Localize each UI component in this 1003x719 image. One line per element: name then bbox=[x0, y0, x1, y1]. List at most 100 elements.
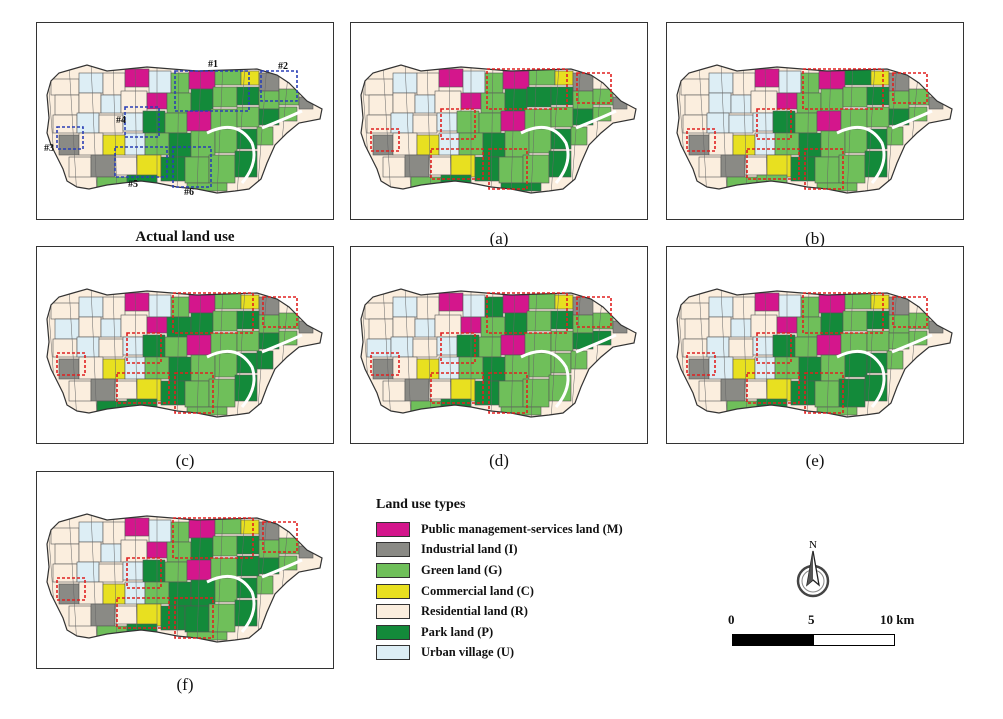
land-parcel bbox=[528, 128, 552, 154]
land-parcel bbox=[50, 78, 80, 96]
land-parcel bbox=[90, 154, 116, 178]
legend-swatch bbox=[376, 562, 410, 578]
land-parcel bbox=[256, 350, 274, 370]
land-parcel bbox=[462, 294, 486, 318]
land-parcel bbox=[478, 336, 502, 358]
highlight-box bbox=[430, 372, 484, 404]
land-parcel bbox=[190, 579, 216, 607]
land-parcel bbox=[438, 292, 464, 312]
legend: Land use types Public management-service… bbox=[376, 497, 656, 663]
land-parcel bbox=[550, 330, 574, 352]
land-parcel bbox=[392, 92, 416, 114]
land-parcel bbox=[126, 623, 158, 635]
land-parcel bbox=[502, 294, 530, 314]
land-parcel bbox=[794, 336, 818, 358]
land-parcel bbox=[438, 132, 460, 156]
land-parcel bbox=[550, 310, 574, 330]
land-parcel bbox=[188, 519, 216, 539]
map-panel-a bbox=[350, 22, 648, 220]
land-parcel bbox=[168, 132, 192, 158]
land-parcel bbox=[78, 296, 104, 318]
land-parcel bbox=[278, 88, 300, 106]
panel-caption: (c) bbox=[175, 451, 195, 470]
highlight-box bbox=[174, 372, 214, 414]
land-parcel bbox=[498, 380, 524, 408]
land-parcel bbox=[550, 106, 574, 128]
highlight-box bbox=[488, 372, 528, 414]
land-parcel bbox=[256, 126, 274, 146]
land-parcel bbox=[124, 68, 150, 88]
land-parcel bbox=[416, 134, 440, 156]
land-parcel bbox=[482, 132, 506, 158]
land-use-map: #1 #2 #3 #4 #5 #6 bbox=[44, 59, 323, 198]
map-panel-e bbox=[666, 246, 964, 444]
land-parcel bbox=[818, 294, 846, 314]
land-parcel bbox=[214, 517, 242, 535]
land-parcel bbox=[438, 356, 460, 380]
land-parcel bbox=[680, 78, 710, 96]
land-parcel bbox=[236, 555, 260, 577]
land-parcel bbox=[428, 156, 452, 176]
land-parcel bbox=[76, 112, 100, 134]
region-label: #5 bbox=[128, 179, 138, 190]
land-parcel bbox=[160, 380, 186, 406]
land-parcel bbox=[372, 134, 394, 156]
land-parcel bbox=[184, 380, 210, 408]
panel-caption: (a) bbox=[489, 229, 509, 248]
land-parcel bbox=[166, 541, 192, 563]
land-parcel bbox=[504, 130, 530, 158]
north-label: N bbox=[809, 539, 817, 551]
highlight-box bbox=[892, 296, 928, 328]
region-label: #6 bbox=[184, 187, 194, 198]
scale-bar: 0 5 10 km bbox=[728, 612, 928, 652]
land-parcel bbox=[412, 114, 438, 134]
land-parcel bbox=[256, 575, 274, 595]
land-parcel bbox=[258, 90, 280, 110]
land-parcel bbox=[572, 72, 594, 92]
land-parcel bbox=[414, 318, 436, 338]
land-parcel bbox=[78, 92, 102, 114]
land-parcel bbox=[122, 561, 144, 581]
land-parcel bbox=[732, 358, 756, 380]
land-parcel bbox=[814, 156, 840, 184]
land-parcel bbox=[682, 338, 708, 358]
legend-item: Residential land (R) bbox=[376, 601, 656, 622]
land-parcel bbox=[164, 112, 188, 134]
land-parcel bbox=[102, 134, 126, 156]
land-parcel bbox=[50, 527, 80, 545]
legend-label: Residential land (R) bbox=[421, 604, 528, 619]
land-parcel bbox=[366, 338, 392, 358]
land-parcel bbox=[684, 94, 710, 116]
legend-label: Industrial land (I) bbox=[421, 542, 518, 557]
legend-label: Park land (P) bbox=[421, 624, 494, 639]
land-parcel bbox=[438, 68, 464, 88]
land-parcel bbox=[866, 310, 890, 330]
land-parcel bbox=[392, 316, 416, 338]
land-parcel bbox=[436, 336, 458, 356]
land-parcel bbox=[136, 154, 162, 178]
land-parcel bbox=[698, 380, 722, 402]
legend-item: Public management-services land (M) bbox=[376, 519, 656, 540]
land-parcel bbox=[732, 134, 756, 156]
land-parcel bbox=[820, 312, 844, 336]
highlight-box bbox=[802, 292, 884, 334]
legend-title: Land use types bbox=[376, 497, 466, 512]
highlight-box bbox=[576, 72, 612, 104]
land-parcel bbox=[680, 302, 710, 320]
land-parcel bbox=[744, 156, 768, 176]
land-parcel bbox=[148, 294, 172, 318]
land-parcel bbox=[498, 156, 524, 184]
land-parcel bbox=[166, 92, 192, 114]
land-parcel bbox=[572, 90, 594, 110]
land-parcel bbox=[730, 318, 752, 338]
land-parcel bbox=[258, 539, 280, 559]
land-use-map bbox=[676, 64, 953, 194]
highlight-box bbox=[56, 126, 84, 150]
panel-caption: (b) bbox=[805, 229, 825, 248]
map-panel-d bbox=[350, 246, 648, 444]
land-parcel bbox=[114, 380, 138, 400]
land-parcel bbox=[842, 310, 868, 332]
land-parcel bbox=[504, 354, 530, 382]
land-parcel bbox=[212, 310, 238, 332]
land-parcel bbox=[726, 400, 758, 412]
